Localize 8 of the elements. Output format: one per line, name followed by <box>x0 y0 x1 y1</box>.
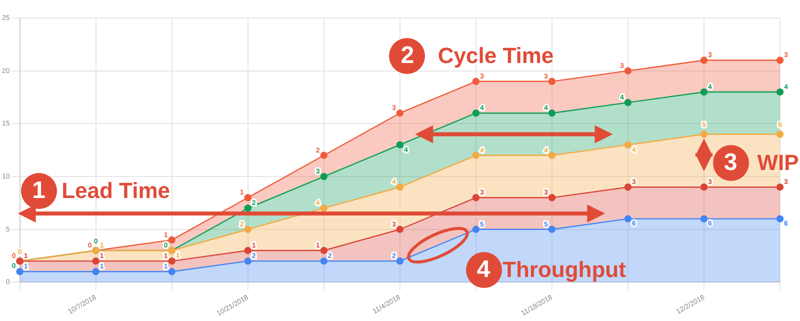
annotation: Throughput <box>502 256 626 283</box>
annotation: Cycle Time <box>438 43 554 70</box>
annotation: 4 <box>466 252 502 288</box>
annotation: Lead Time <box>62 178 170 204</box>
annotation: 1 <box>20 173 57 210</box>
annotation: 3 <box>712 144 749 181</box>
annotation: WIP <box>757 150 799 176</box>
annotation: 2 <box>389 38 426 74</box>
